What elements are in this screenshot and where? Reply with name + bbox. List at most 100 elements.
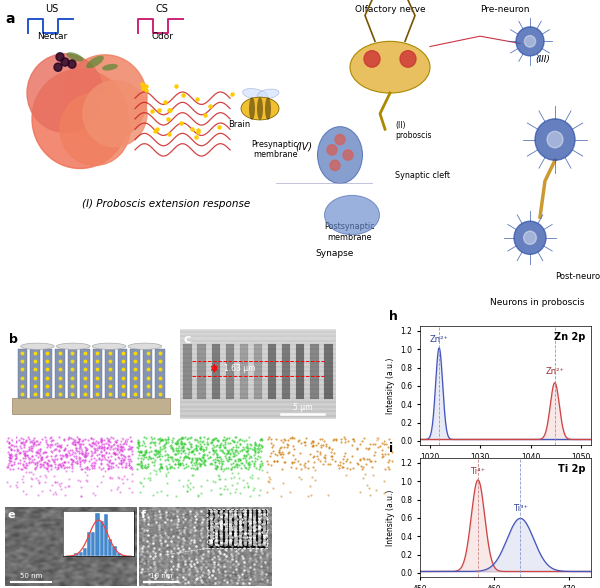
Point bbox=[206, 485, 216, 495]
Point bbox=[89, 438, 98, 447]
Point bbox=[235, 435, 244, 445]
Point bbox=[380, 449, 390, 459]
Point bbox=[167, 435, 176, 445]
Point bbox=[175, 475, 184, 485]
Point bbox=[73, 446, 82, 456]
Point bbox=[197, 456, 207, 466]
Point bbox=[256, 462, 265, 471]
Point bbox=[338, 462, 348, 472]
Point bbox=[200, 459, 209, 469]
Point bbox=[187, 439, 196, 449]
Point bbox=[23, 447, 32, 456]
Point bbox=[42, 459, 52, 468]
Point bbox=[98, 463, 108, 473]
Point bbox=[71, 453, 80, 463]
Point bbox=[195, 459, 205, 469]
Point bbox=[223, 446, 233, 456]
Point bbox=[55, 479, 64, 489]
Point bbox=[106, 442, 116, 451]
Point bbox=[293, 436, 303, 445]
Point bbox=[133, 436, 143, 445]
Point bbox=[82, 462, 92, 472]
Point bbox=[70, 437, 80, 447]
Point bbox=[109, 448, 118, 457]
Point bbox=[32, 436, 42, 446]
Point bbox=[358, 464, 367, 473]
Point bbox=[89, 488, 98, 497]
Point bbox=[233, 442, 243, 452]
Point bbox=[110, 439, 119, 448]
Point bbox=[245, 443, 255, 453]
Point bbox=[336, 435, 346, 444]
Text: Pre-neuron: Pre-neuron bbox=[480, 5, 530, 14]
Point bbox=[103, 464, 113, 473]
Point bbox=[241, 456, 251, 465]
Point bbox=[271, 450, 280, 459]
Point bbox=[229, 472, 239, 482]
Point bbox=[7, 440, 16, 450]
Point bbox=[20, 449, 29, 459]
Point bbox=[141, 434, 151, 443]
Point bbox=[185, 433, 195, 443]
Point bbox=[28, 442, 38, 451]
Point bbox=[368, 470, 378, 480]
Point bbox=[86, 433, 96, 442]
Point bbox=[57, 451, 67, 460]
Point bbox=[145, 453, 154, 462]
Point bbox=[194, 453, 203, 462]
Point bbox=[116, 442, 125, 452]
Circle shape bbox=[524, 35, 536, 47]
Point bbox=[329, 436, 338, 445]
Point bbox=[4, 460, 13, 470]
Point bbox=[55, 447, 64, 456]
Point bbox=[280, 457, 289, 466]
Point bbox=[182, 486, 192, 496]
Point bbox=[110, 436, 120, 445]
Point bbox=[52, 450, 61, 460]
Point bbox=[192, 464, 202, 473]
Point bbox=[176, 444, 185, 453]
Point bbox=[47, 480, 56, 489]
Point bbox=[11, 437, 20, 446]
Point bbox=[230, 487, 239, 497]
Point bbox=[147, 435, 157, 444]
Point bbox=[172, 450, 181, 459]
Point bbox=[6, 435, 16, 445]
Point bbox=[81, 448, 91, 457]
Point bbox=[22, 436, 31, 445]
Point bbox=[190, 454, 200, 463]
Point bbox=[235, 456, 245, 465]
Point bbox=[162, 463, 172, 472]
Point bbox=[221, 435, 230, 445]
Text: (I): (I) bbox=[121, 435, 129, 444]
Point bbox=[228, 442, 238, 452]
Point bbox=[304, 456, 313, 466]
Point bbox=[265, 452, 275, 461]
Point bbox=[307, 441, 317, 450]
Point bbox=[34, 456, 43, 466]
Point bbox=[181, 449, 190, 458]
Point bbox=[17, 474, 27, 483]
Bar bbox=[268, 343, 277, 399]
Point bbox=[242, 441, 251, 450]
Point bbox=[18, 446, 28, 456]
Point bbox=[9, 445, 19, 455]
Point bbox=[35, 460, 44, 469]
Point bbox=[176, 436, 185, 445]
Point bbox=[94, 449, 104, 459]
Point bbox=[314, 454, 323, 463]
Bar bbox=[12, 398, 170, 414]
Point bbox=[88, 463, 97, 473]
Point bbox=[182, 452, 192, 462]
Point bbox=[257, 458, 267, 467]
Point bbox=[13, 447, 22, 456]
Ellipse shape bbox=[257, 89, 279, 99]
Point bbox=[170, 439, 179, 448]
Point bbox=[203, 433, 213, 443]
Point bbox=[152, 449, 161, 458]
Point bbox=[76, 448, 86, 457]
Point bbox=[252, 445, 262, 454]
Point bbox=[3, 434, 13, 443]
Point bbox=[268, 483, 278, 493]
Point bbox=[315, 456, 325, 466]
